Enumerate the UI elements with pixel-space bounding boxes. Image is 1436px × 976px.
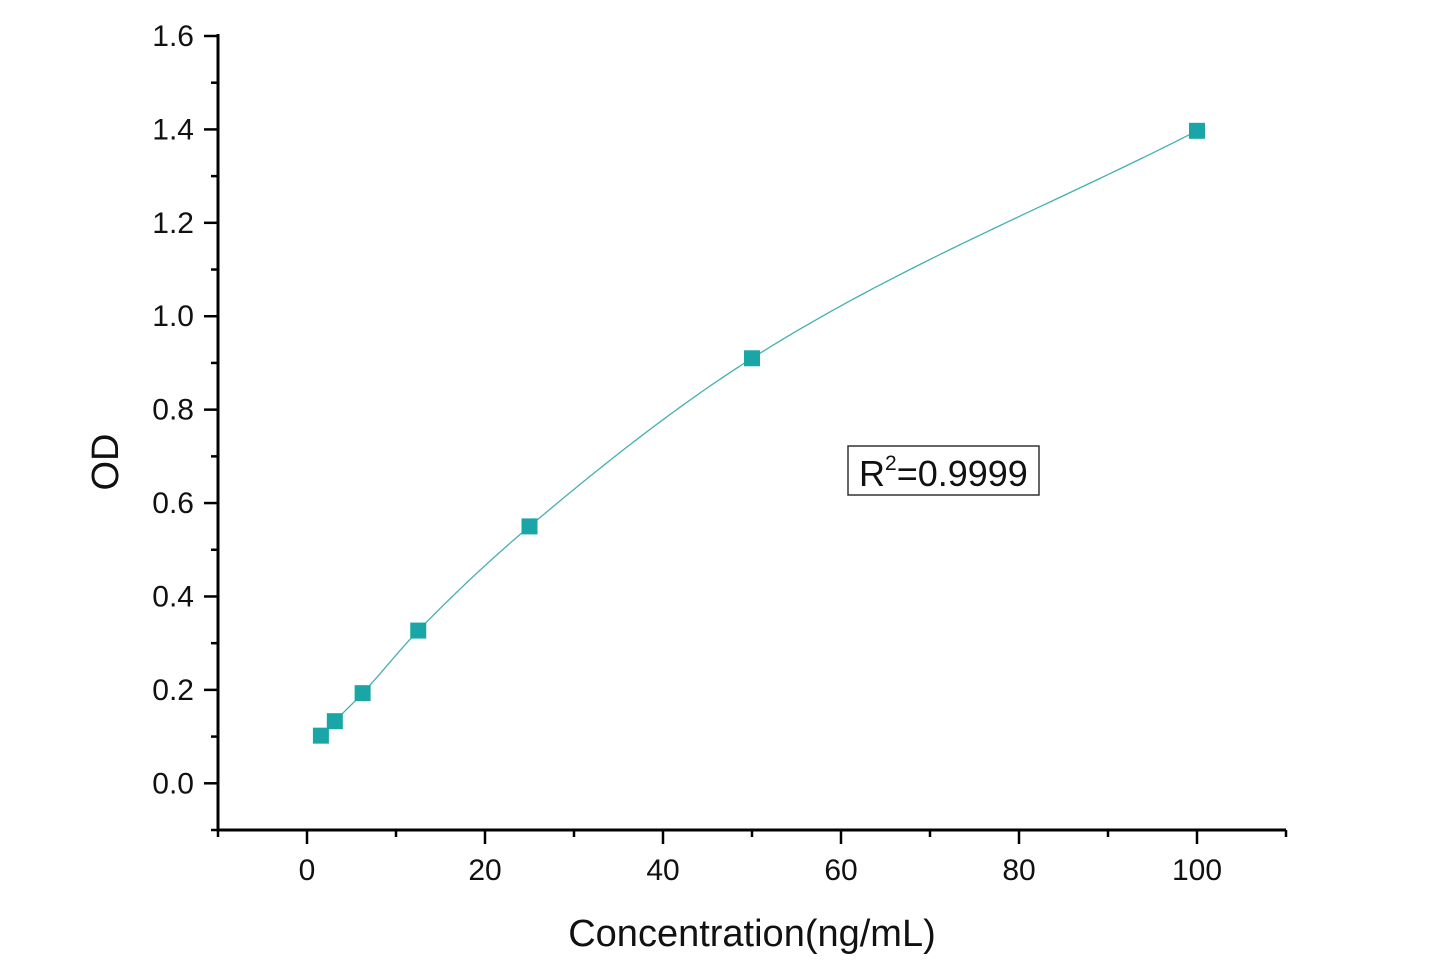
x-tick-label: 60 bbox=[824, 854, 857, 887]
y-tick-label: 0.6 bbox=[152, 487, 194, 520]
x-tick-label: 40 bbox=[646, 854, 679, 887]
data-point bbox=[410, 622, 427, 639]
axes bbox=[216, 34, 1286, 832]
x-axis-ticks: 0 20 40 60 80 100 bbox=[216, 830, 1288, 887]
x-tick-label: 100 bbox=[1172, 854, 1222, 887]
x-tick-label: 0 bbox=[299, 854, 316, 887]
x-tick-label: 20 bbox=[468, 854, 501, 887]
r-squared-value: =0.9999 bbox=[897, 453, 1028, 494]
data-point bbox=[1189, 122, 1205, 139]
y-tick-label: 0.4 bbox=[152, 580, 194, 613]
r-squared-superscript: 2 bbox=[885, 452, 897, 475]
x-axis-title: Concentration(ng/mL) bbox=[568, 913, 936, 955]
data-points bbox=[312, 122, 1205, 744]
y-tick-label: 1.6 bbox=[152, 20, 194, 53]
y-tick-label: 0.8 bbox=[152, 394, 194, 427]
y-tick-label: 0.2 bbox=[152, 674, 194, 707]
y-axis-title: OD bbox=[85, 434, 127, 491]
data-point bbox=[744, 350, 760, 367]
r-squared-text: R2=0.9999 bbox=[859, 452, 1028, 494]
r-squared-box bbox=[847, 445, 1040, 496]
fit-curve bbox=[320, 130, 1198, 737]
y-tick-label: 1.0 bbox=[152, 300, 194, 333]
data-point bbox=[312, 727, 329, 744]
r-squared-letter: R bbox=[859, 453, 885, 494]
x-tick-label: 80 bbox=[1002, 854, 1035, 887]
data-point bbox=[354, 685, 371, 702]
data-point bbox=[521, 518, 538, 535]
y-tick-label: 1.4 bbox=[152, 113, 194, 146]
y-tick-label: 1.2 bbox=[152, 207, 194, 240]
data-point bbox=[326, 713, 343, 730]
y-tick-label: 0.0 bbox=[152, 767, 194, 800]
r-squared-annotation: R2=0.9999 bbox=[847, 445, 1040, 496]
y-axis-ticks: 0.0 0.2 0.4 0.6 0.8 1.0 1.2 1.4 1.6 bbox=[152, 20, 218, 832]
